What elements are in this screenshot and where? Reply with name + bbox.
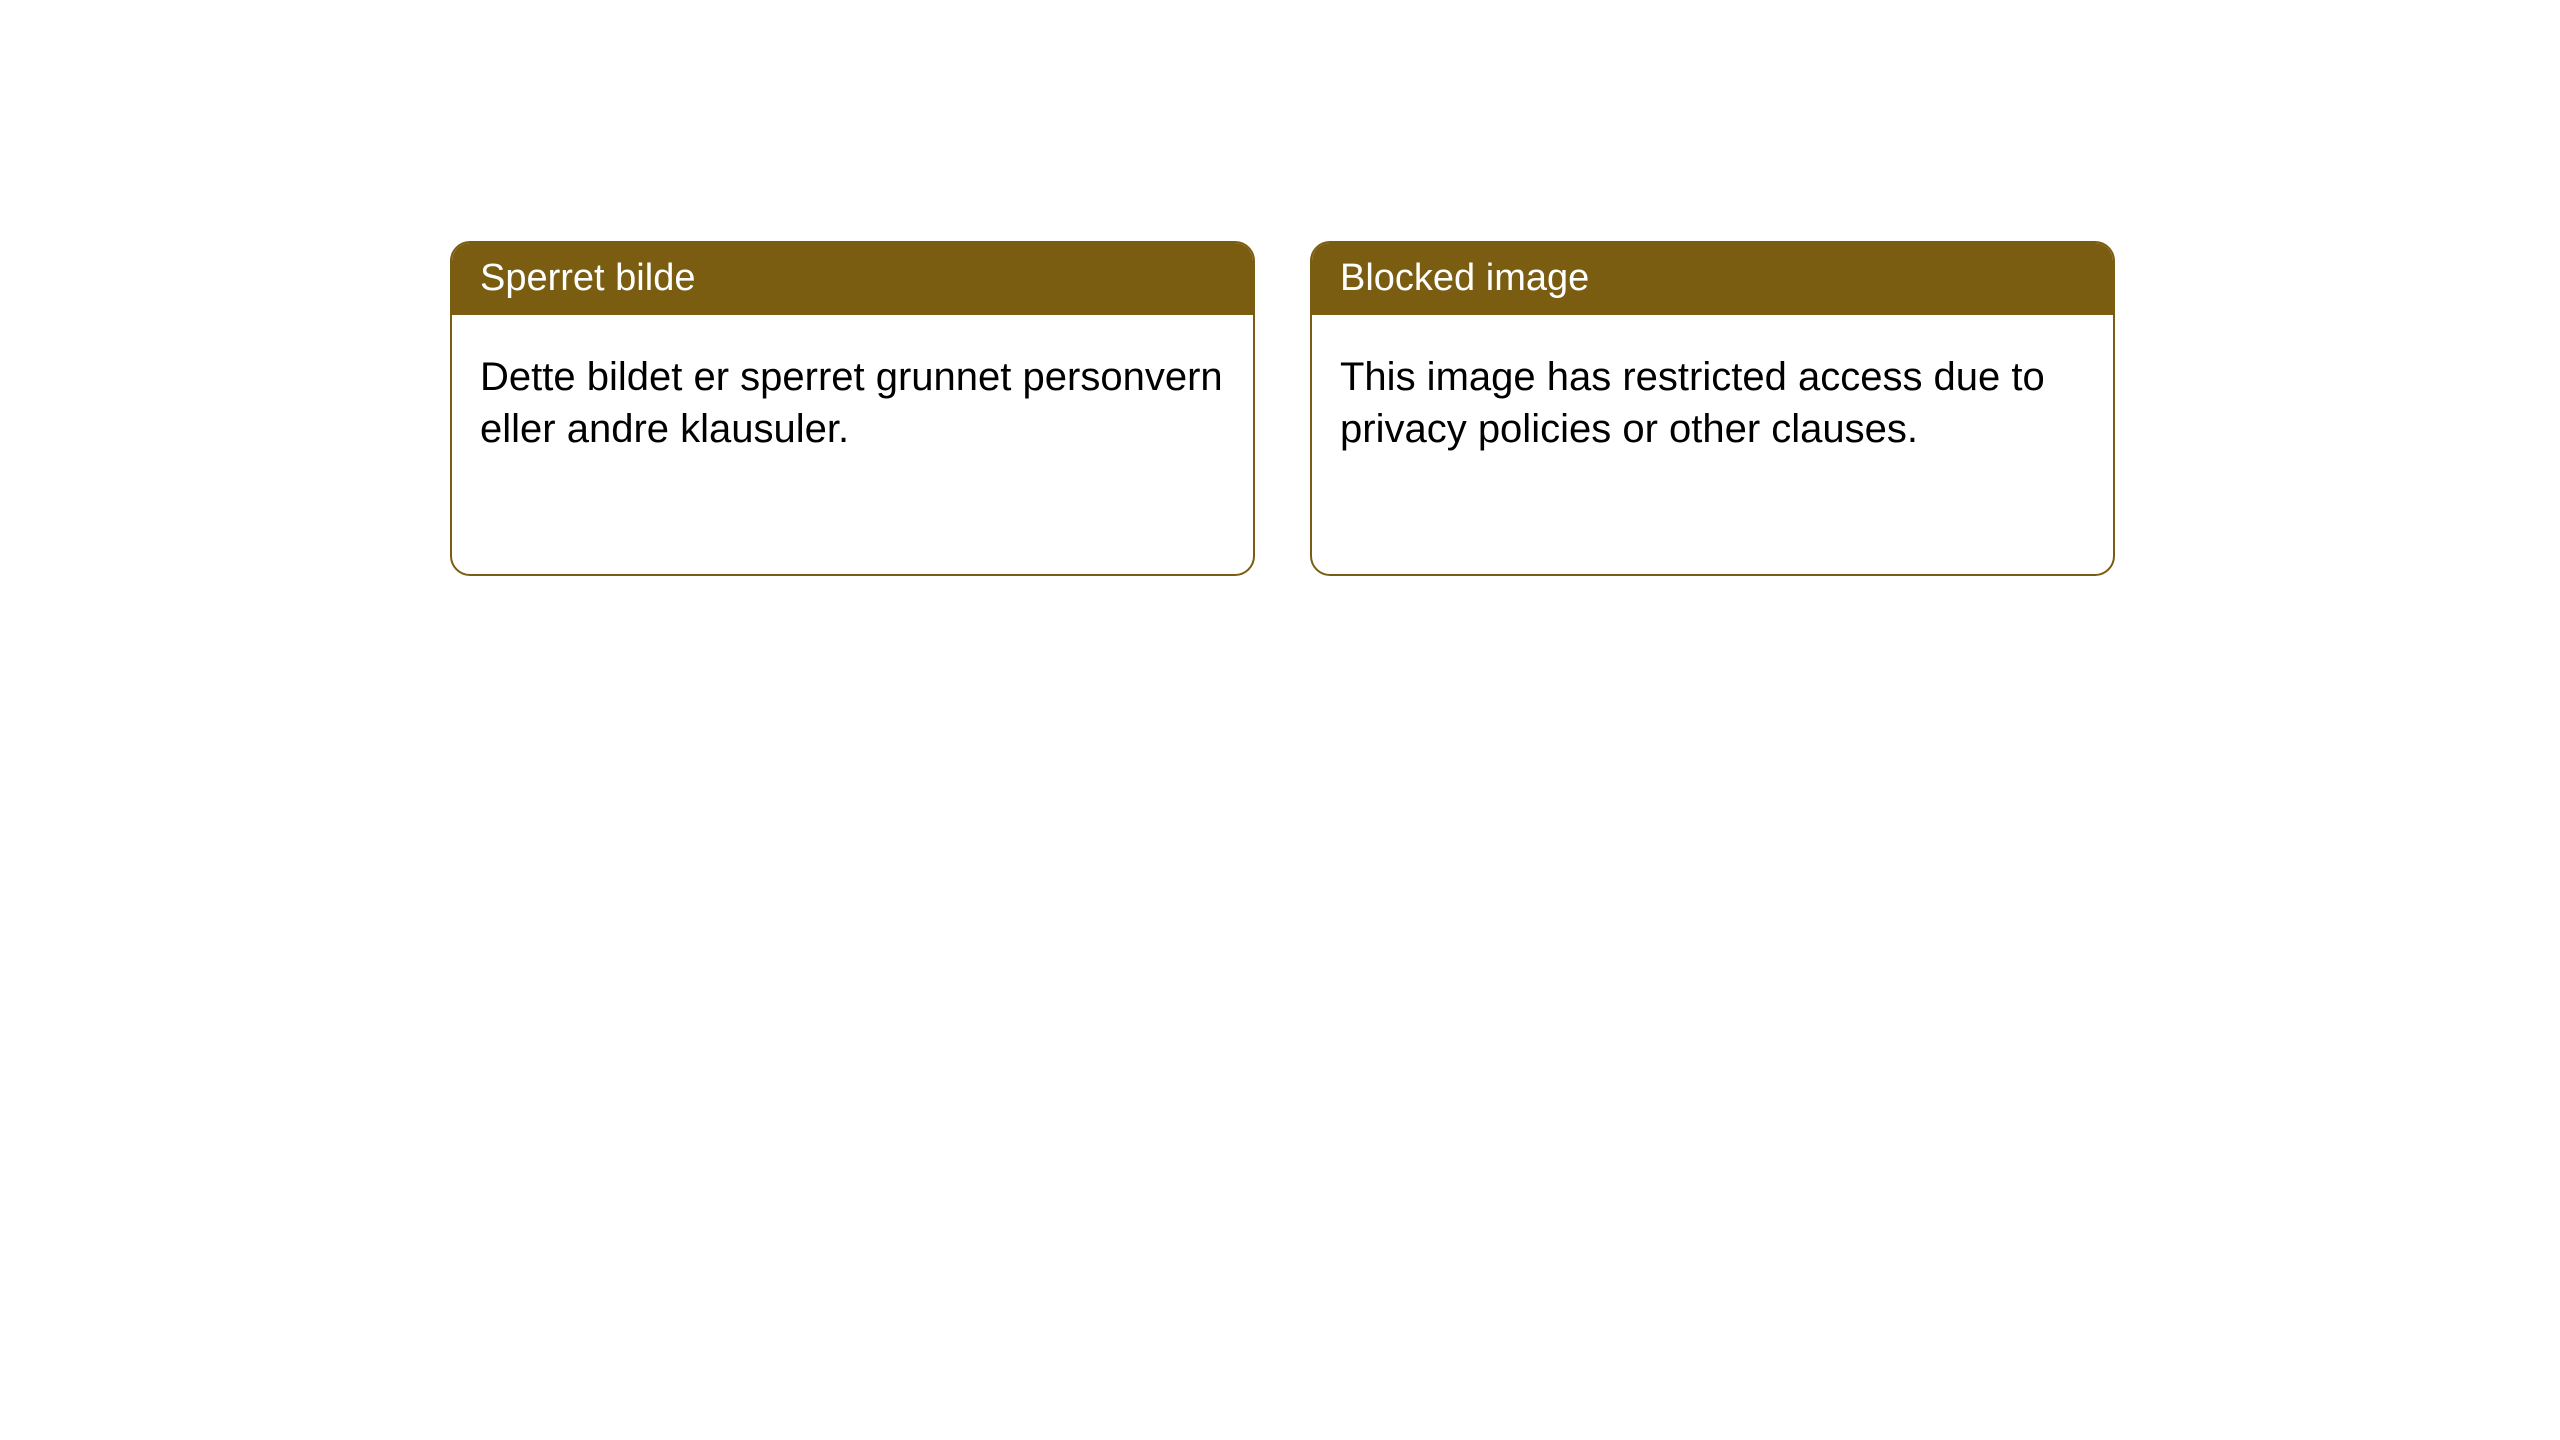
notice-card-norwegian: Sperret bilde Dette bildet er sperret gr… bbox=[450, 241, 1255, 576]
notice-card-english: Blocked image This image has restricted … bbox=[1310, 241, 2115, 576]
notice-body-norwegian: Dette bildet er sperret grunnet personve… bbox=[452, 315, 1253, 493]
notice-title-english: Blocked image bbox=[1312, 243, 2113, 315]
notice-container: Sperret bilde Dette bildet er sperret gr… bbox=[450, 241, 2115, 576]
notice-body-english: This image has restricted access due to … bbox=[1312, 315, 2113, 493]
notice-title-norwegian: Sperret bilde bbox=[452, 243, 1253, 315]
